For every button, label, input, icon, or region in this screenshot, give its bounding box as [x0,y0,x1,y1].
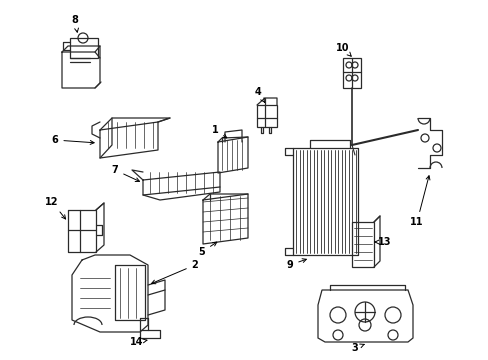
Text: 14: 14 [130,337,147,347]
Text: 9: 9 [286,259,305,270]
Text: 4: 4 [254,87,264,102]
Text: 5: 5 [198,242,216,257]
Text: 8: 8 [71,15,78,32]
Text: 10: 10 [336,43,350,56]
Bar [342,58,360,88]
Text: 3: 3 [351,343,364,353]
Text: 6: 6 [52,135,94,145]
Text: 2: 2 [151,260,198,284]
Bar [257,105,276,127]
Bar [70,38,98,58]
Text: 11: 11 [409,176,429,227]
Text: 13: 13 [374,237,391,247]
Bar [351,222,373,267]
Text: 12: 12 [45,197,65,219]
Text: 7: 7 [111,165,139,181]
Text: 1: 1 [211,125,226,138]
